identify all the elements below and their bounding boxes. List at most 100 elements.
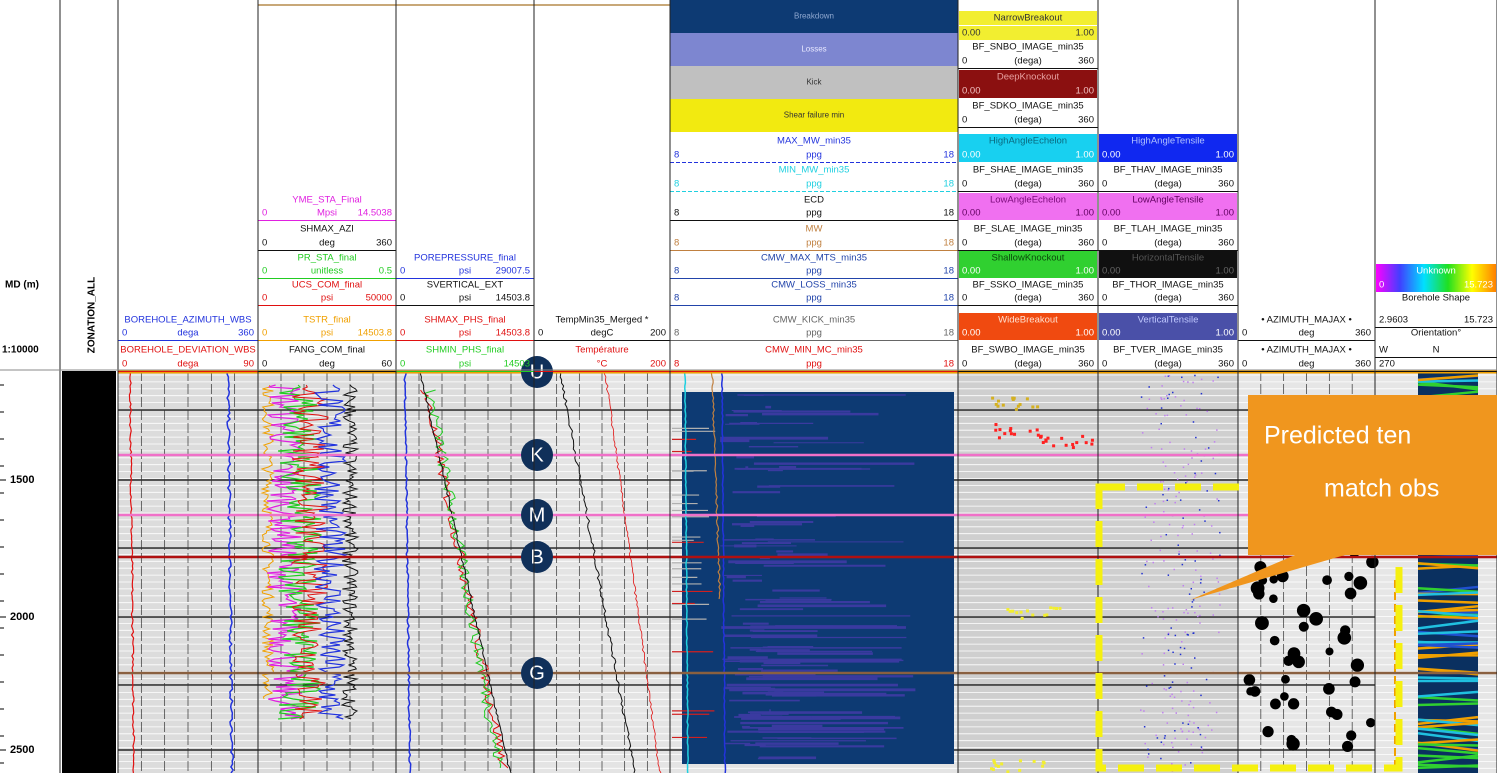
tensile-mark <box>1175 619 1178 621</box>
tensile-mark <box>1141 432 1144 434</box>
tensile-mark <box>1178 553 1180 555</box>
tensile-mark <box>1180 728 1182 730</box>
scale-min: W <box>1379 345 1388 356</box>
azimuth-mark <box>1342 740 1354 753</box>
legend-band-label: Losses <box>801 45 826 54</box>
tensile-mark <box>1182 663 1184 666</box>
tensile-mark <box>1163 560 1165 562</box>
azimuth-mark <box>1250 581 1265 596</box>
tensile-mark <box>1154 610 1157 612</box>
curve-header-bg <box>959 251 1097 265</box>
shape-stroke <box>1417 630 1479 636</box>
scale-max: 1.00 <box>1076 86 1095 97</box>
scale-unit: (dega) <box>1014 359 1041 370</box>
shape-stroke <box>1417 610 1479 618</box>
curve-name: TSTR_final <box>303 315 351 326</box>
dashed-box <box>1095 483 1403 772</box>
tensile-mark <box>1164 375 1167 377</box>
legend-band <box>670 33 958 66</box>
curve-header-bg <box>959 193 1097 207</box>
breakout-mark <box>1006 770 1010 773</box>
tensile-mark <box>1188 720 1191 723</box>
tensile-mark <box>1164 637 1166 639</box>
curve-name: ShallowKnockout <box>992 253 1065 264</box>
azimuth-mark <box>1269 594 1278 603</box>
tensile-mark <box>1181 376 1183 379</box>
tensile-mark <box>1217 581 1220 583</box>
curve-header-bg <box>1099 251 1237 265</box>
scale-min: 0 <box>1102 293 1107 304</box>
breakout-mark <box>1031 613 1035 617</box>
tensile-mark <box>1179 653 1182 656</box>
curve-name: SHMAX_AZI <box>300 224 354 235</box>
curve-name: HighAngleTensile <box>1131 136 1204 147</box>
shmin-curve <box>424 389 504 769</box>
scale-max: 1.00 <box>1216 328 1235 339</box>
scale-unit: dega <box>177 328 199 339</box>
scale-min: 0.00 <box>962 86 981 97</box>
tensile-mark <box>1200 746 1203 748</box>
curve-name: MAX_MW_min35 <box>777 136 851 147</box>
scale-min: 0 <box>1102 238 1107 249</box>
tensile-mark <box>1182 584 1185 587</box>
tensile-mark <box>1191 606 1193 608</box>
breakout-mark <box>1064 443 1068 447</box>
scale-unit: psi <box>321 293 333 304</box>
scale-max: 18 <box>943 293 954 304</box>
breakout-mark <box>1049 606 1053 610</box>
azimuth-mark <box>1350 658 1365 672</box>
scale-max: 200 <box>650 359 666 370</box>
scale-min: 0 <box>962 56 967 67</box>
tensile-mark <box>1168 687 1170 689</box>
scale-min: 0 <box>262 208 267 219</box>
scale-min: 0 <box>962 359 967 370</box>
scale-min: 8 <box>674 359 679 370</box>
tensile-mark <box>1190 743 1192 746</box>
tensile-mark <box>1200 472 1203 474</box>
tensile-mark <box>1188 593 1191 595</box>
tensile-mark <box>1183 448 1186 450</box>
curve-name: CMW_MAX_MTS_min35 <box>761 253 867 264</box>
curve-name: FANG_COM_final <box>289 345 365 356</box>
shape-stroke <box>1417 715 1479 726</box>
marker-badge <box>521 657 553 689</box>
tensile-mark <box>1180 690 1182 693</box>
tensile-mark <box>1167 649 1170 652</box>
tensile-mark <box>1160 422 1162 425</box>
breakout-mark <box>1015 611 1019 615</box>
yme-curve <box>265 384 303 720</box>
tensile-mark <box>1172 651 1174 654</box>
scale-min: 0 <box>122 359 127 370</box>
breakout-mark <box>1036 405 1040 409</box>
max-mw-curve <box>720 371 727 773</box>
tensile-mark <box>1143 725 1146 728</box>
tensile-mark <box>1182 466 1185 469</box>
tensile-mark <box>1162 611 1164 613</box>
breakout-mark <box>1031 405 1035 409</box>
tensile-mark <box>1160 481 1162 483</box>
tensile-mark <box>1193 476 1196 478</box>
curve-name: TempMin35_Merged * <box>556 315 649 326</box>
tensile-mark <box>1171 762 1173 765</box>
breakout-mark <box>1041 760 1045 764</box>
curve-name: CMW_LOSS_min35 <box>771 280 857 291</box>
tensile-mark <box>1145 685 1148 687</box>
shape-stroke <box>1417 763 1479 768</box>
tensile-mark <box>1186 681 1189 684</box>
shape-stroke <box>1417 619 1479 630</box>
curve-name: Orientation° <box>1411 328 1461 339</box>
breakout-mark <box>1020 616 1024 620</box>
scale-max: 14503.8 <box>358 328 392 339</box>
tensile-mark <box>1185 608 1188 611</box>
tensile-mark <box>1200 694 1202 697</box>
scale-unit: deg <box>319 359 335 370</box>
tensile-mark <box>1192 599 1195 601</box>
tensile-mark <box>1174 501 1176 504</box>
scale-max: 360 <box>1355 359 1371 370</box>
azimuth-mark <box>1349 676 1361 688</box>
tensile-mark <box>1160 407 1163 409</box>
tensile-mark <box>1173 472 1176 474</box>
curve-name: BOREHOLE_AZIMUTH_WBS <box>124 315 251 326</box>
azimuth-mark <box>1346 730 1357 741</box>
shape-stroke <box>1417 754 1479 760</box>
